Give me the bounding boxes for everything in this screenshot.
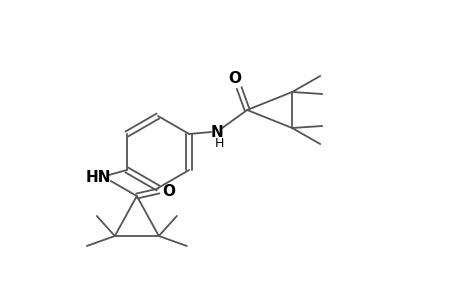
Text: O: O — [162, 184, 175, 199]
Text: O: O — [228, 70, 241, 86]
Text: HN: HN — [86, 170, 112, 185]
Text: H: H — [214, 136, 224, 149]
Text: N: N — [210, 124, 223, 140]
